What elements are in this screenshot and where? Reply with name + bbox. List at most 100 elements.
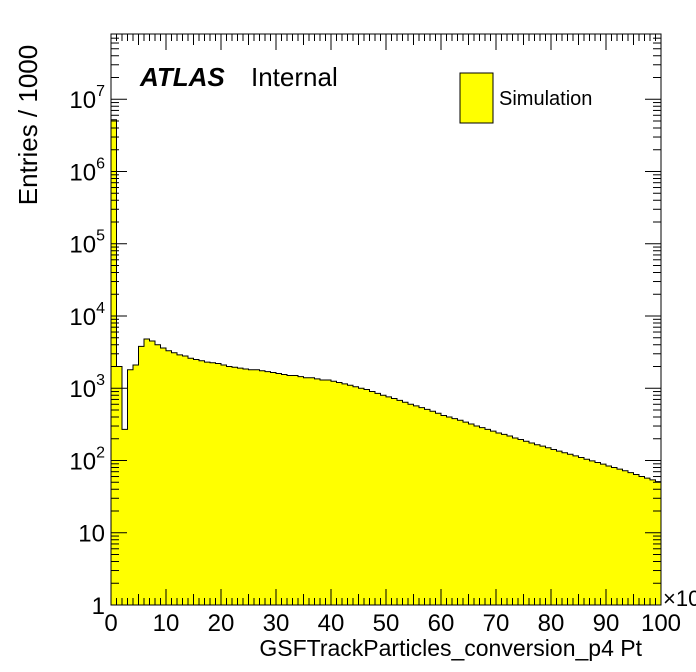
histogram-bin bbox=[402, 402, 408, 605]
histogram-bin bbox=[336, 382, 342, 605]
histogram-bin bbox=[562, 452, 568, 605]
histogram-bin bbox=[171, 352, 177, 605]
legend-swatch-simulation bbox=[459, 72, 494, 124]
x-axis-multiplier: ×10³ bbox=[663, 586, 696, 611]
histogram-bin bbox=[144, 339, 150, 605]
histogram-bin bbox=[468, 424, 474, 605]
histogram-bin bbox=[342, 383, 348, 605]
histogram-bin bbox=[298, 376, 304, 605]
histogram-bin bbox=[215, 363, 221, 605]
histogram-outline bbox=[110, 119, 662, 605]
histogram-bin bbox=[133, 364, 139, 605]
histogram-bin bbox=[655, 481, 661, 605]
histogram-bin bbox=[232, 367, 238, 605]
histogram-bin bbox=[353, 386, 359, 605]
atlas-status-label: Internal bbox=[251, 62, 338, 92]
y-tick-exponent: 4 bbox=[96, 300, 105, 317]
histogram-bin bbox=[221, 364, 227, 605]
y-tick-base: 10 bbox=[69, 87, 96, 114]
y-tick-label: 1 bbox=[92, 593, 105, 620]
histogram-bin bbox=[446, 417, 452, 605]
histogram-bin bbox=[248, 369, 254, 605]
histogram-bin bbox=[507, 436, 513, 605]
histogram-bin bbox=[199, 360, 205, 605]
histogram-bin bbox=[138, 346, 144, 605]
histogram-bin bbox=[369, 391, 375, 605]
histogram-bin bbox=[490, 431, 496, 605]
y-tick-exponent: 6 bbox=[96, 155, 105, 172]
histogram-bin bbox=[628, 472, 634, 605]
histogram-bin bbox=[259, 370, 265, 605]
histogram-bin bbox=[424, 409, 430, 605]
histogram-bin bbox=[160, 348, 166, 605]
histogram-bin bbox=[364, 389, 370, 605]
histogram-bin bbox=[182, 355, 188, 605]
legend-label-simulation: Simulation bbox=[499, 88, 592, 110]
x-tick-label: 60 bbox=[428, 610, 455, 637]
x-tick-label: 80 bbox=[538, 610, 565, 637]
histogram-bin bbox=[501, 434, 507, 605]
histogram-bin bbox=[578, 457, 584, 605]
histogram-bin bbox=[463, 422, 469, 605]
histogram-bin bbox=[573, 455, 579, 605]
y-tick-exponent: 3 bbox=[96, 372, 105, 389]
histogram-bin bbox=[606, 465, 612, 605]
histogram-bin bbox=[430, 411, 436, 605]
histogram-bin bbox=[479, 427, 485, 605]
histogram-bin bbox=[122, 429, 128, 605]
histogram-bin bbox=[584, 459, 590, 605]
x-tick-label: 0 bbox=[104, 610, 117, 637]
x-tick-label: 30 bbox=[263, 610, 290, 637]
histogram-bin bbox=[413, 405, 419, 605]
histogram-bin bbox=[622, 470, 628, 605]
histogram-bin bbox=[644, 478, 650, 605]
histogram-bin bbox=[243, 368, 249, 605]
histogram-bin bbox=[611, 467, 617, 605]
histogram-bin bbox=[226, 366, 232, 605]
histogram-bin bbox=[193, 359, 199, 605]
x-axis-tick-labels: 0 10 20 30 40 50 60 70 80 90 100 bbox=[104, 610, 681, 637]
y-tick-exponent: 7 bbox=[96, 83, 105, 100]
histogram-bin bbox=[529, 442, 535, 605]
histogram-bin bbox=[534, 444, 540, 605]
histogram-bin bbox=[595, 462, 601, 605]
histogram-layer bbox=[110, 119, 662, 605]
histogram-bin bbox=[265, 371, 271, 605]
histogram-bin bbox=[111, 119, 117, 605]
y-tick-base: 10 bbox=[69, 232, 96, 259]
histogram-bin bbox=[188, 358, 194, 605]
histogram-bin bbox=[567, 454, 573, 605]
y-tick-base: 10 bbox=[69, 448, 96, 475]
x-tick-label: 20 bbox=[208, 610, 235, 637]
legend: Simulation bbox=[459, 72, 592, 124]
histogram-bin bbox=[589, 460, 595, 605]
y-tick-base: 10 bbox=[69, 304, 96, 331]
histogram-bin bbox=[496, 433, 502, 605]
x-tick-label: 100 bbox=[641, 610, 681, 637]
atlas-label: ATLAS bbox=[139, 62, 225, 92]
histogram-bin bbox=[386, 396, 392, 605]
histogram-bin bbox=[617, 469, 623, 605]
histogram-bin bbox=[281, 374, 287, 605]
histogram-bin bbox=[276, 373, 282, 605]
histogram-bin bbox=[254, 369, 260, 605]
histogram-bin bbox=[314, 378, 320, 605]
histogram-bin bbox=[408, 404, 414, 605]
histogram-bin bbox=[325, 380, 331, 605]
y-tick-label: 107 bbox=[69, 83, 105, 114]
x-tick-label: 10 bbox=[153, 610, 180, 637]
histogram-bin bbox=[485, 429, 491, 605]
histogram-bin bbox=[155, 344, 161, 605]
y-tick-label: 102 bbox=[69, 444, 105, 475]
histogram-bin bbox=[452, 418, 458, 605]
histogram-bin bbox=[518, 439, 524, 605]
histogram-bin bbox=[375, 393, 381, 605]
y-tick-exponent: 2 bbox=[96, 444, 105, 461]
y-axis-title: Entries / 1000 bbox=[13, 45, 43, 205]
histogram-bin bbox=[331, 381, 337, 605]
y-tick-label: 103 bbox=[69, 372, 105, 403]
histogram-bin bbox=[287, 375, 293, 605]
x-tick-label: 70 bbox=[483, 610, 510, 637]
